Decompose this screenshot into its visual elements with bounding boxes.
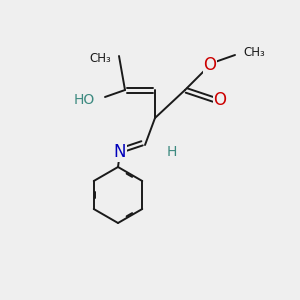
Text: CH₃: CH₃ [243,46,265,59]
Text: HO: HO [74,93,95,107]
Text: O: O [203,56,217,74]
Text: N: N [114,143,126,161]
Text: O: O [214,91,226,109]
Text: CH₃: CH₃ [89,52,111,65]
Text: H: H [167,145,177,159]
